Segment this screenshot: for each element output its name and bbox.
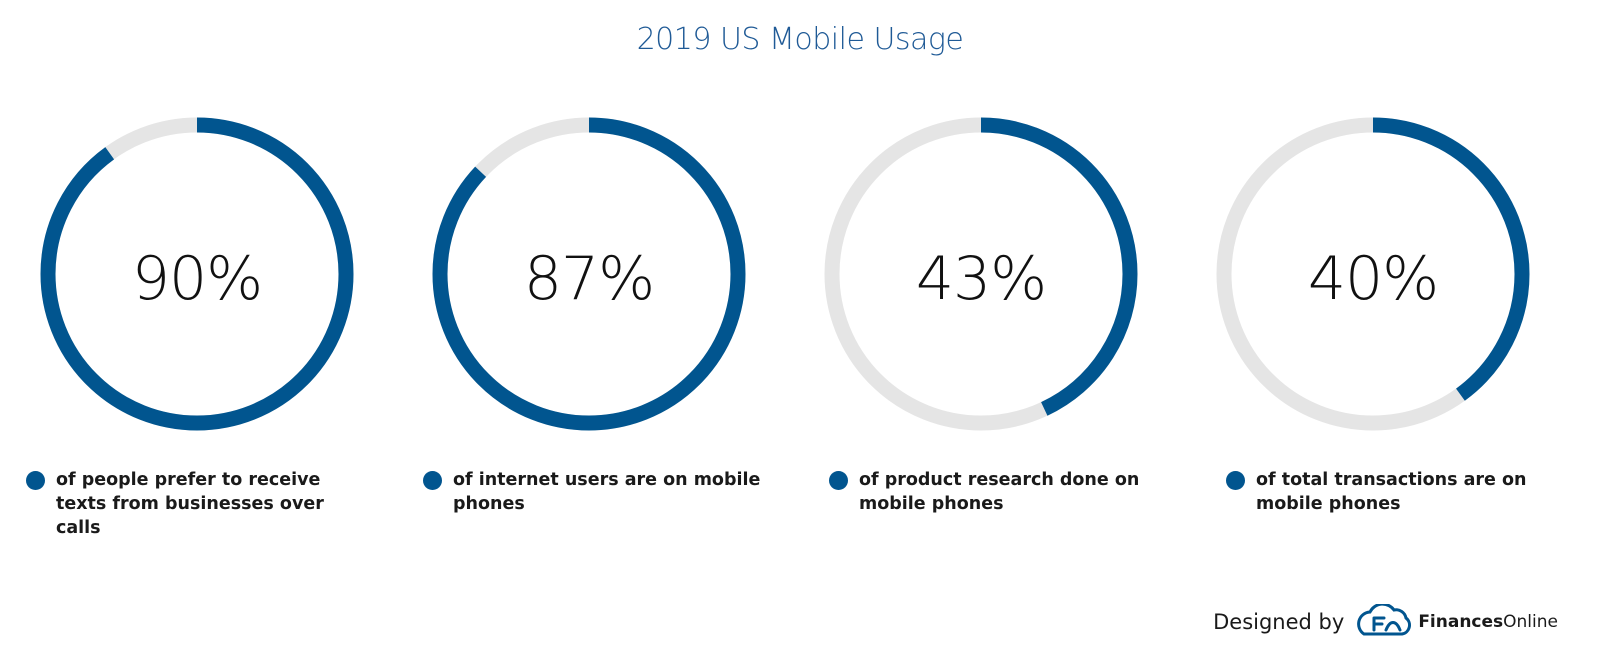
donut-svg-3 bbox=[824, 117, 1138, 431]
donut-value-4: 40% bbox=[1307, 244, 1439, 314]
caption-2: of internet users are on mobile phones bbox=[423, 468, 763, 516]
donut-svg-2 bbox=[432, 117, 746, 431]
chart-title: 2019 US Mobile Usage bbox=[636, 22, 964, 57]
donut-arc-3 bbox=[824, 117, 1138, 431]
donut-value-1: 90% bbox=[131, 244, 263, 314]
legend-dot-2 bbox=[423, 471, 442, 490]
donut-arc-2 bbox=[432, 117, 746, 431]
donut-value-2: 87% bbox=[523, 244, 655, 314]
donut-svg-1 bbox=[40, 117, 354, 431]
brand-name-bold: Finances bbox=[1418, 612, 1504, 632]
designer-credit: Designed by FinancesOnline bbox=[1213, 604, 1558, 640]
caption-text-1: of people prefer to receive texts from b… bbox=[56, 470, 324, 538]
designed-by-label: Designed by bbox=[1213, 610, 1345, 634]
donut-arc-1 bbox=[40, 117, 354, 431]
brand-name-regular: Online bbox=[1503, 612, 1558, 632]
cloud-f-logo-icon bbox=[1357, 604, 1412, 636]
caption-4: of total transactions are on mobile phon… bbox=[1226, 468, 1566, 516]
legend-dot-4 bbox=[1226, 471, 1245, 490]
caption-text-3: of product research done on mobile phone… bbox=[859, 470, 1140, 514]
donut-value-3: 43% bbox=[915, 244, 1047, 314]
caption-3: of product research done on mobile phone… bbox=[829, 468, 1169, 516]
brand-name: FinancesOnline bbox=[1418, 612, 1558, 632]
donut-chart-1: 90% bbox=[39, 116, 355, 432]
donut-arc-4 bbox=[1216, 117, 1530, 431]
caption-1: of people prefer to receive texts from b… bbox=[26, 468, 366, 540]
donut-chart-3: 43% bbox=[823, 116, 1139, 432]
donut-svg-4 bbox=[1216, 117, 1530, 431]
caption-text-4: of total transactions are on mobile phon… bbox=[1256, 470, 1527, 514]
legend-dot-1 bbox=[26, 471, 45, 490]
caption-text-2: of internet users are on mobile phones bbox=[453, 470, 761, 514]
donut-chart-4: 40% bbox=[1215, 116, 1531, 432]
legend-dot-3 bbox=[829, 471, 848, 490]
donut-chart-2: 87% bbox=[431, 116, 747, 432]
